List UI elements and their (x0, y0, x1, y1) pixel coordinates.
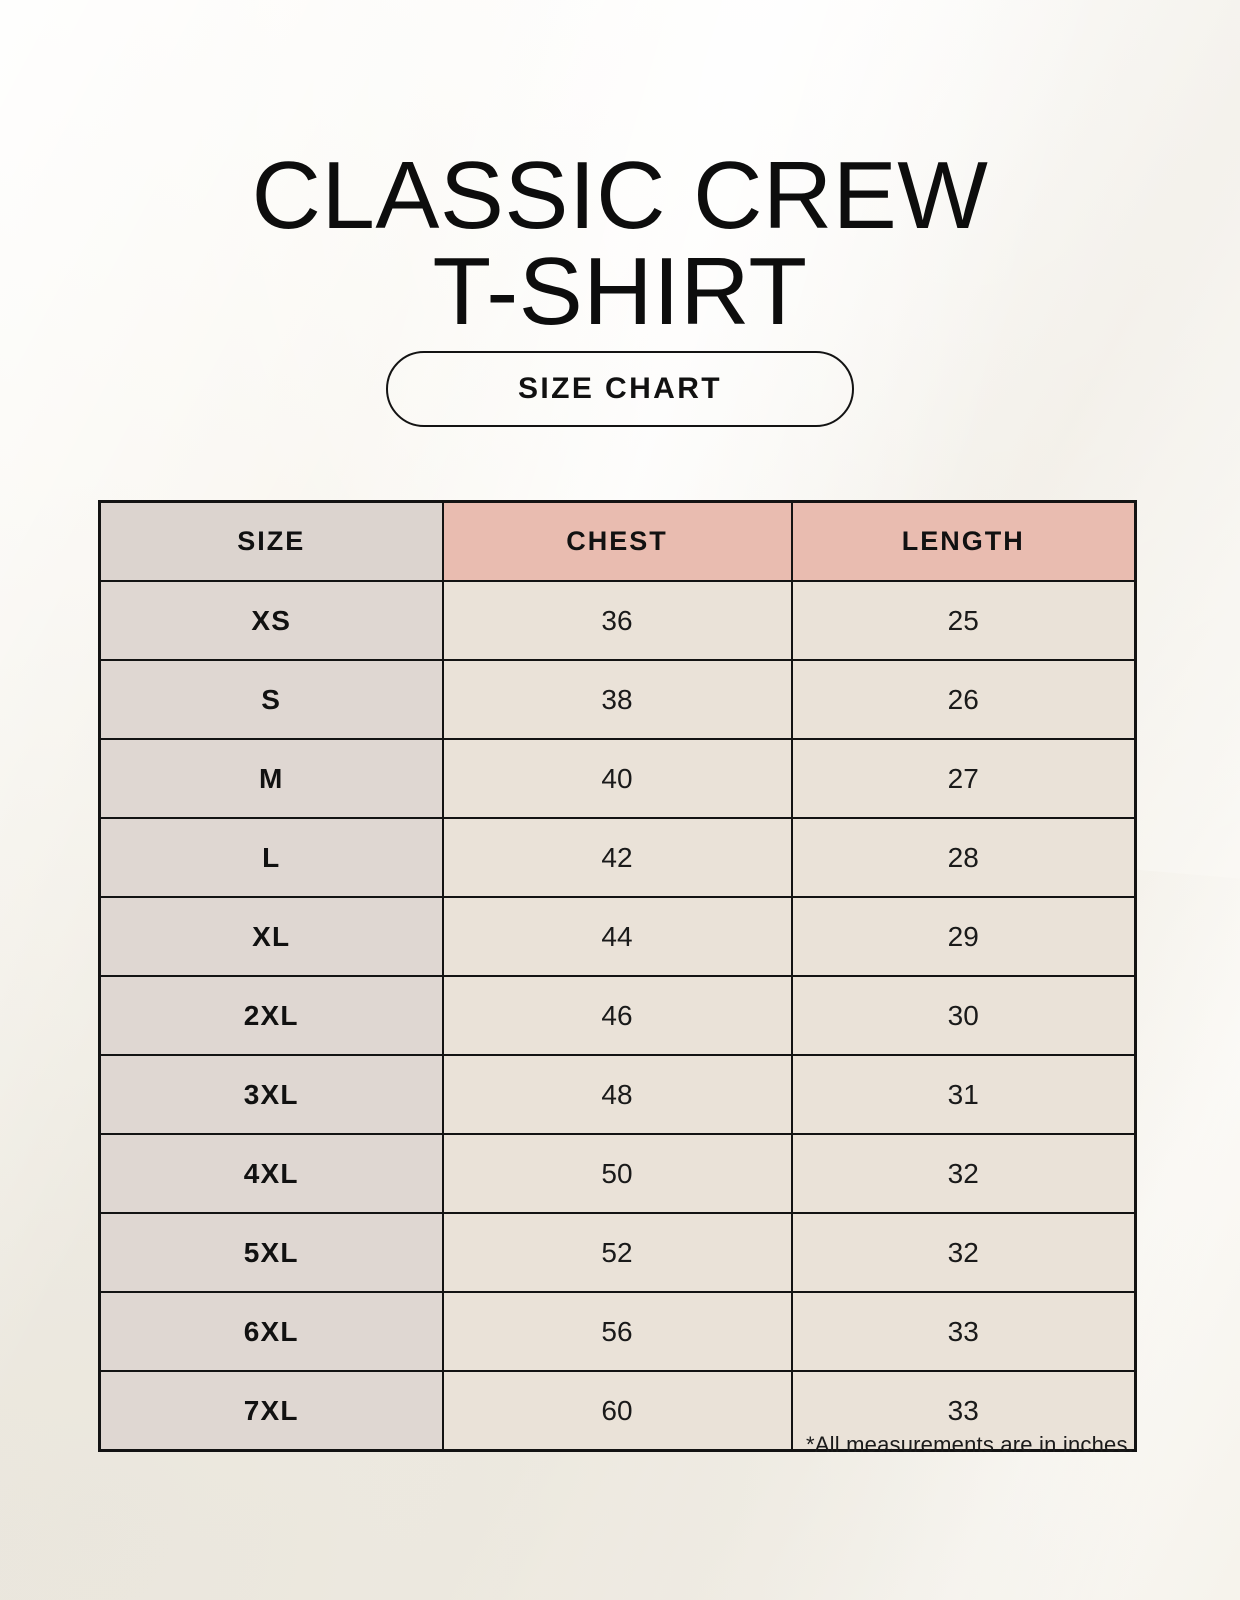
cell-length: 29 (790, 896, 1137, 977)
size-table-container: SIZE CHEST LENGTH XS 36 25 S 38 26 M (98, 500, 1137, 1452)
cell-length: 33 (790, 1291, 1137, 1372)
cell-chest: 52 (441, 1212, 793, 1293)
table-row: L 42 28 (98, 817, 1137, 898)
cell-size: XL (98, 896, 444, 977)
table-row: XL 44 29 (98, 896, 1137, 977)
cell-size: L (98, 817, 444, 898)
cell-length: 30 (790, 975, 1137, 1056)
table-row: 3XL 48 31 (98, 1054, 1137, 1135)
column-header-chest: CHEST (441, 500, 793, 582)
cell-length: 31 (790, 1054, 1137, 1135)
cell-chest: 40 (441, 738, 793, 819)
cell-length: 32 (790, 1133, 1137, 1214)
table-row: 6XL 56 33 (98, 1291, 1137, 1372)
cell-chest: 44 (441, 896, 793, 977)
size-table-body: XS 36 25 S 38 26 M 40 27 L 42 28 (98, 580, 1137, 1452)
cell-chest: 50 (441, 1133, 793, 1214)
cell-chest: 48 (441, 1054, 793, 1135)
cell-chest: 56 (441, 1291, 793, 1372)
cell-chest: 38 (441, 659, 793, 740)
cell-length: 28 (790, 817, 1137, 898)
cell-length: 26 (790, 659, 1137, 740)
cell-chest: 42 (441, 817, 793, 898)
cell-length: 27 (790, 738, 1137, 819)
table-row: 5XL 52 32 (98, 1212, 1137, 1293)
cell-size: 5XL (98, 1212, 444, 1293)
table-row: M 40 27 (98, 738, 1137, 819)
table-row: 7XL 60 33 (98, 1370, 1137, 1452)
cell-size: 4XL (98, 1133, 444, 1214)
column-header-size: SIZE (98, 500, 444, 582)
cell-chest: 46 (441, 975, 793, 1056)
cell-size: 7XL (98, 1370, 444, 1452)
table-row: 2XL 46 30 (98, 975, 1137, 1056)
cell-size: 3XL (98, 1054, 444, 1135)
cell-size: S (98, 659, 444, 740)
cell-size: XS (98, 580, 444, 661)
cell-length: 33 (790, 1370, 1137, 1452)
cell-chest: 60 (441, 1370, 793, 1452)
page-title: CLASSIC CREW T-SHIRT (251, 142, 989, 346)
table-row: XS 36 25 (98, 580, 1137, 661)
column-header-length: LENGTH (790, 500, 1137, 582)
cell-size: 2XL (98, 975, 444, 1056)
table-row: S 38 26 (98, 659, 1137, 740)
measurements-footnote: *All measurements are in inches. (806, 1432, 1134, 1457)
badge-container: SIZE CHART (0, 351, 1240, 427)
cell-size: M (98, 738, 444, 819)
size-table: SIZE CHEST LENGTH XS 36 25 S 38 26 M (98, 500, 1137, 1452)
cell-chest: 36 (441, 580, 793, 661)
size-chart-badge[interactable]: SIZE CHART (386, 351, 854, 427)
table-header-row: SIZE CHEST LENGTH (98, 500, 1137, 582)
size-table-head: SIZE CHEST LENGTH (98, 500, 1137, 582)
cell-length: 32 (790, 1212, 1137, 1293)
table-row: 4XL 50 32 (98, 1133, 1137, 1214)
cell-length: 25 (790, 580, 1137, 661)
cell-size: 6XL (98, 1291, 444, 1372)
